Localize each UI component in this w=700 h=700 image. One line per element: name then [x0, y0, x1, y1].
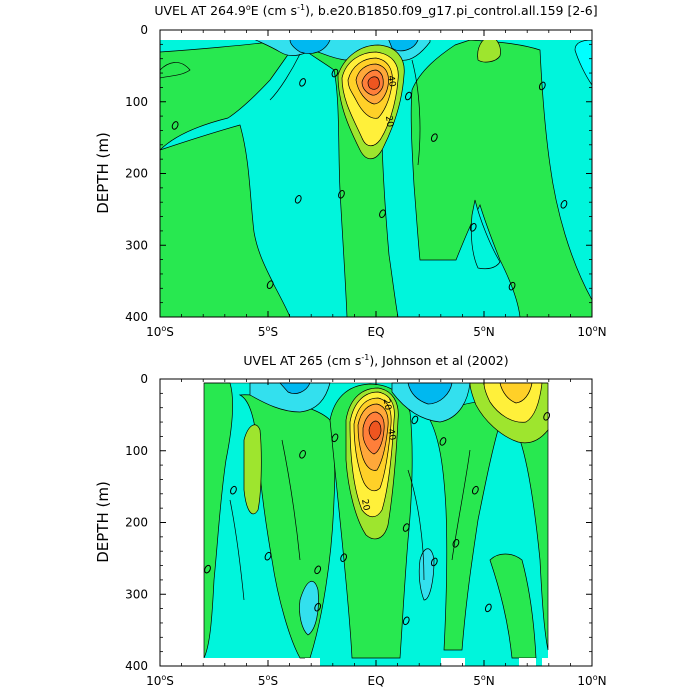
- model-zero-labels: [171, 68, 568, 291]
- x-tick-label: 5oS: [258, 673, 278, 688]
- model-green-east: [410, 39, 592, 317]
- model-isoline-2: [411, 59, 421, 166]
- contour-value-label: 20: [383, 115, 395, 128]
- x-tick-label: 10oN: [577, 324, 606, 339]
- observation-title: UVEL AT 265 (cm s-1), Johnson et al (200…: [243, 353, 508, 368]
- observation-blue-lens-east: [407, 382, 453, 405]
- model-y-axis-label: DEPTH (m): [94, 132, 112, 214]
- zero-contour-label: [314, 602, 322, 612]
- model-contour-field: 40 20: [160, 30, 592, 317]
- zero-contour-label: [379, 209, 386, 218]
- y-tick-label: 0: [140, 372, 148, 386]
- model-green-west: [160, 39, 299, 151]
- zero-contour-label: [484, 603, 492, 613]
- zero-contour-label: [404, 91, 412, 101]
- model-lime-blob: [477, 35, 501, 63]
- x-tick-label: 10oS: [146, 673, 174, 688]
- observation-contour-labels: 20 40 20: [359, 398, 397, 512]
- observation-lime-west: [243, 424, 262, 515]
- y-tick-label: 300: [125, 587, 148, 601]
- contour-value-label: 20: [381, 398, 393, 411]
- zero-contour-label: [264, 551, 272, 561]
- zero-contour-label: [469, 223, 477, 232]
- observation-east-jet-amber: [499, 382, 533, 404]
- observation-cyan-surface-west: [249, 382, 331, 413]
- zero-contour-label: [411, 415, 419, 425]
- zero-contour-label: [294, 195, 302, 204]
- observation-jet-level-10: [368, 420, 382, 441]
- zero-contour-label: [402, 523, 410, 532]
- model-jet-level-10: [367, 76, 380, 90]
- model-isoline-1: [160, 62, 191, 79]
- zero-contour-label: [314, 565, 322, 575]
- zero-contour-label: [331, 68, 339, 78]
- y-tick-label: 200: [125, 516, 148, 530]
- x-tick-label: 5oS: [258, 324, 278, 339]
- zero-contour-label: [331, 433, 339, 443]
- zero-contour-label: [430, 133, 438, 142]
- observation-green-east: [429, 401, 505, 651]
- y-tick-label: 100: [125, 444, 148, 458]
- observation-contour-field: 20 40 20: [160, 379, 592, 666]
- zero-contour-label: [171, 121, 179, 130]
- model-green-south: [160, 124, 291, 317]
- contour-value-label: 40: [385, 75, 397, 88]
- y-tick-label: 300: [125, 238, 148, 252]
- x-tick-label: 5oN: [473, 673, 495, 688]
- zero-contour-label: [538, 81, 546, 91]
- model-panel: 40 20 10oS 5oS EQ 5oN 10oN 0 100 200 300 400 UVEL …: [94, 3, 607, 339]
- observation-isoline-1: [229, 499, 245, 601]
- zero-contour-label: [439, 437, 447, 446]
- observation-isoline-3: [407, 469, 425, 581]
- y-tick-label: 100: [125, 95, 148, 109]
- x-tick-label: EQ: [367, 325, 384, 339]
- zero-contour-label: [452, 539, 460, 548]
- contour-value-label: 20: [359, 498, 371, 511]
- y-tick-label: 0: [140, 23, 148, 37]
- zero-contour-label: [471, 485, 479, 495]
- zero-contour-label: [266, 280, 274, 290]
- model-cyan-east-surface: [574, 39, 592, 86]
- observation-panel: 20 40 20 10oS 5oS EQ 5oN 10oN 0 100 200 300 400 UVE…: [94, 353, 607, 688]
- y-tick-label: 200: [125, 167, 148, 181]
- observation-green-east-deep: [489, 553, 537, 659]
- y-tick-label: 400: [125, 659, 148, 673]
- observation-green-west: [203, 382, 233, 659]
- model-axes: 10oS 5oS EQ 5oN 10oN 0 100 200 300 400: [125, 23, 606, 339]
- model-title: UVEL AT 264.9oE (cm s-1), b.e20.B1850.f0…: [154, 3, 597, 18]
- observation-isoline-4: [281, 439, 301, 561]
- zero-contour-label: [299, 78, 306, 87]
- model-contour-labels: 40 20: [383, 75, 397, 128]
- zero-contour-label: [230, 485, 237, 495]
- zero-contour-label: [543, 412, 551, 421]
- zero-contour-label: [402, 616, 410, 626]
- zero-contour-label: [204, 564, 211, 574]
- x-tick-label: 5oN: [473, 324, 495, 339]
- observation-zero-labels: [204, 412, 551, 626]
- x-tick-label: 10oN: [577, 673, 606, 688]
- x-tick-label: EQ: [367, 674, 384, 688]
- y-tick-label: 400: [125, 310, 148, 324]
- contour-value-label: 40: [385, 428, 397, 441]
- model-isoline-3: [269, 53, 301, 101]
- model-green-east-dip: [470, 199, 501, 270]
- zero-contour-label: [560, 200, 568, 209]
- zero-contour-label: [340, 553, 348, 562]
- observation-y-axis-label: DEPTH (m): [94, 481, 112, 563]
- observation-cyan-deep-2: [418, 548, 435, 601]
- x-tick-label: 10oS: [146, 324, 174, 339]
- zero-contour-label: [430, 557, 438, 567]
- zero-contour-label: [338, 190, 345, 199]
- observation-cyan-deep-1: [299, 580, 319, 636]
- zero-contour-label: [299, 450, 306, 459]
- observation-axes: 10oS 5oS EQ 5oN 10oN 0 100 200 300 400: [125, 372, 606, 688]
- zero-contour-label: [508, 281, 516, 291]
